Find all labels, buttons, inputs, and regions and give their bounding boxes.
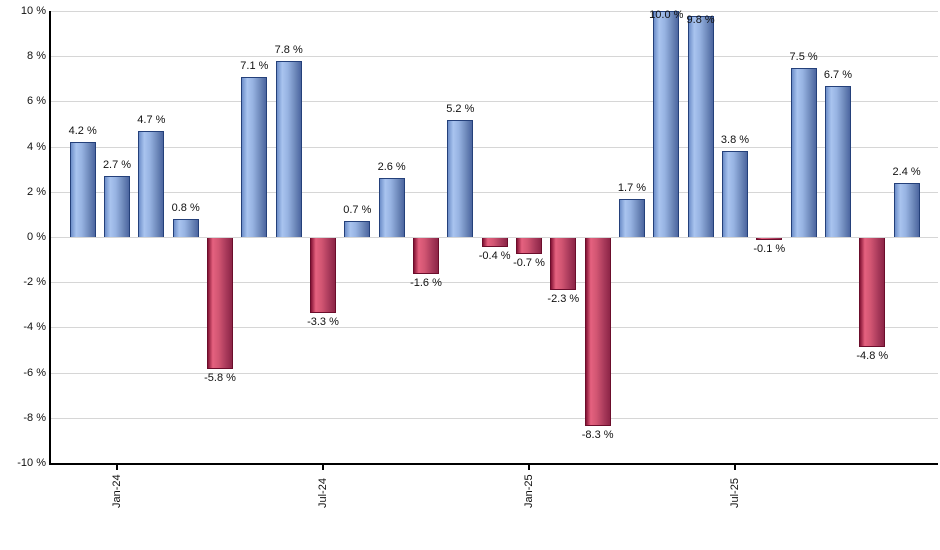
x-axis-tick-label: Jul-25 bbox=[728, 478, 741, 508]
bar-value-label: -2.3 % bbox=[547, 293, 580, 305]
y-axis-tick-label: 4 % bbox=[27, 141, 46, 153]
y-axis-tick-label: -4 % bbox=[23, 321, 46, 333]
y-axis-tick-label: 2 % bbox=[27, 186, 46, 198]
y-axis-tick-label: -10 % bbox=[17, 457, 46, 469]
gridline bbox=[51, 237, 938, 238]
gridline bbox=[51, 418, 938, 419]
bar-Nov-24[interactable] bbox=[447, 119, 474, 237]
bar-Apr-24[interactable] bbox=[207, 238, 234, 370]
bar-Sep-25[interactable] bbox=[790, 67, 817, 237]
x-axis-tick bbox=[116, 465, 119, 470]
bar-Jan-25[interactable] bbox=[515, 238, 542, 254]
gridline bbox=[51, 282, 938, 283]
bar-Jun-25[interactable] bbox=[687, 15, 714, 237]
bar-May-25[interactable] bbox=[653, 11, 680, 237]
bar-value-label: -4.8 % bbox=[856, 349, 889, 362]
x-axis-tick-label: Jan-25 bbox=[522, 474, 535, 508]
bar-value-label: -0.7 % bbox=[513, 256, 545, 269]
bar-Dec-23[interactable] bbox=[69, 142, 96, 237]
gridline bbox=[51, 327, 938, 328]
bar-value-label: 1.7 % bbox=[617, 181, 647, 194]
x-axis-tick bbox=[322, 465, 324, 470]
bar-value-label: 9.8 % bbox=[686, 13, 715, 26]
bar-Oct-25[interactable] bbox=[824, 85, 851, 237]
bar-value-label: 0.7 % bbox=[343, 204, 372, 217]
bar-value-label: 0.8 % bbox=[171, 201, 200, 214]
bar-Mar-24[interactable] bbox=[172, 218, 199, 237]
x-axis-tick-label: Jul-24 bbox=[317, 478, 329, 508]
y-axis-line bbox=[49, 11, 51, 465]
bar-Nov-25[interactable] bbox=[859, 238, 886, 347]
y-axis-tick-label: 0 % bbox=[27, 231, 46, 243]
gridline bbox=[51, 192, 938, 193]
gridline bbox=[51, 11, 938, 12]
bar-Jul-25[interactable] bbox=[721, 151, 748, 237]
y-axis-tick-label: 6 % bbox=[27, 95, 46, 107]
bar-value-label: 3.8 % bbox=[720, 134, 750, 147]
bar-Oct-24[interactable] bbox=[413, 238, 439, 275]
bar-value-label: 2.4 % bbox=[892, 165, 921, 178]
bar-Feb-24[interactable] bbox=[138, 130, 165, 237]
gridline bbox=[51, 56, 938, 57]
bar-Jul-24[interactable] bbox=[310, 238, 336, 313]
gridline bbox=[51, 147, 938, 148]
x-axis-tick bbox=[527, 465, 530, 470]
bar-value-label: -5.8 % bbox=[204, 372, 236, 385]
bar-Sep-24[interactable] bbox=[378, 178, 405, 237]
gridline bbox=[51, 101, 938, 102]
bar-Aug-25[interactable] bbox=[756, 238, 783, 241]
bar-value-label: 5.2 % bbox=[446, 102, 475, 115]
bar-Mar-25[interactable] bbox=[584, 238, 611, 426]
bar-May-24[interactable] bbox=[241, 76, 268, 237]
bar-Dec-24[interactable] bbox=[481, 238, 508, 247]
y-axis-tick-label: -8 % bbox=[23, 412, 46, 424]
bar-value-label: 4.2 % bbox=[68, 125, 97, 138]
x-axis-tick-label: Jan-24 bbox=[111, 474, 124, 508]
bar-value-label: -3.3 % bbox=[307, 315, 339, 328]
y-axis-tick-label: -2 % bbox=[23, 276, 46, 288]
bar-Apr-25[interactable] bbox=[618, 198, 645, 237]
bar-Jun-24[interactable] bbox=[275, 60, 302, 237]
bar-Feb-25[interactable] bbox=[550, 238, 577, 290]
bar-Dec-25[interactable] bbox=[893, 182, 920, 237]
bar-value-label: -0.1 % bbox=[753, 243, 786, 256]
bar-value-label: 7.5 % bbox=[789, 50, 818, 63]
bar-value-label: -0.4 % bbox=[478, 250, 511, 262]
x-axis-tick bbox=[733, 465, 736, 470]
bar-value-label: 2.6 % bbox=[377, 161, 406, 174]
y-axis-tick-label: 8 % bbox=[27, 50, 46, 62]
bar-value-label: 7.1 % bbox=[240, 59, 269, 72]
bar-value-label: 10.0 % bbox=[649, 9, 684, 21]
bar-Aug-24[interactable] bbox=[344, 221, 371, 237]
bar-value-label: 6.7 % bbox=[823, 68, 853, 81]
bar-value-label: 2.7 % bbox=[102, 159, 132, 171]
gridline bbox=[51, 373, 938, 374]
bar-value-label: 7.8 % bbox=[274, 43, 303, 56]
bar-value-label: 4.7 % bbox=[137, 113, 166, 126]
x-axis-line bbox=[49, 463, 938, 465]
bar-Jan-24[interactable] bbox=[104, 176, 131, 237]
bar-value-label: -1.6 % bbox=[410, 277, 442, 290]
y-axis-tick-label: 10 % bbox=[20, 5, 46, 17]
bar-value-label: -8.3 % bbox=[581, 428, 614, 441]
y-axis-tick-label: -6 % bbox=[23, 367, 46, 379]
